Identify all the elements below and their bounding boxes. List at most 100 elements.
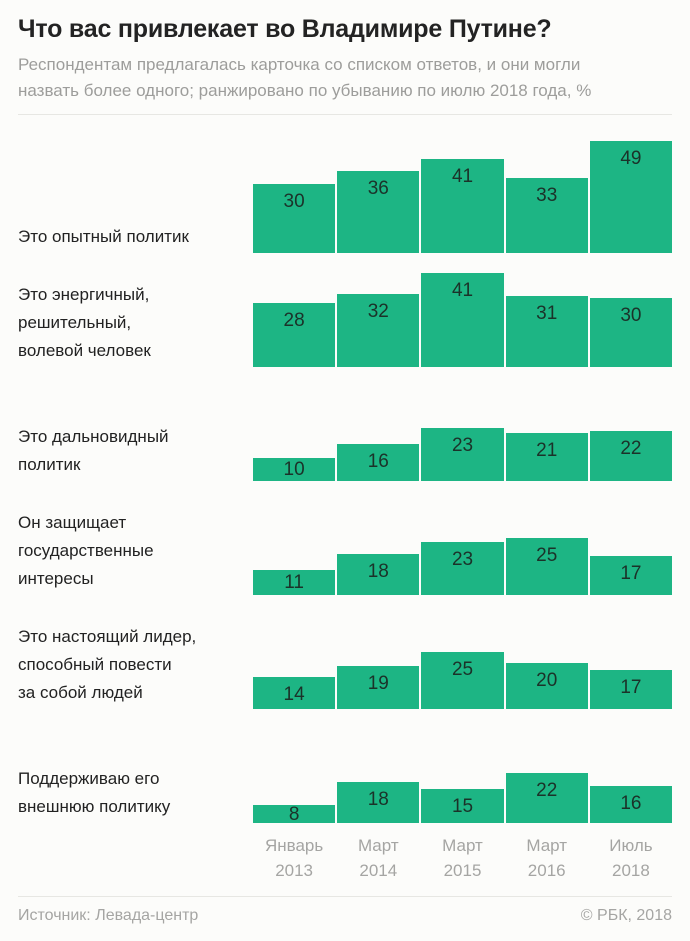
bars-group: 11 18 23 25 17 xyxy=(253,481,673,595)
chart-row: Поддерживаю его внешнюю политику 8 18 15 22 16 xyxy=(18,709,673,825)
row-label: Это настоящий лидер, способный повести за … xyxy=(18,623,253,709)
bar: 15 xyxy=(421,789,504,823)
row-label-line: Он защищает xyxy=(18,513,127,532)
bar: 22 xyxy=(505,773,588,823)
bar: 25 xyxy=(505,538,588,595)
x-axis-tick-line: Июль xyxy=(609,836,653,855)
row-label: Это дальновидный политик xyxy=(18,423,253,481)
page-subtitle-line-2: назвать более одного; ранжировано по убы… xyxy=(18,81,592,100)
bar: 23 xyxy=(421,428,504,481)
x-axis-tick-line: Январь xyxy=(264,836,324,855)
x-axis-tick-line: 2013 xyxy=(275,861,314,880)
bar-value-label: 10 xyxy=(283,459,305,480)
row-label: Это энергичный, решительный, волевой челов… xyxy=(18,281,253,367)
bar-value-label: 31 xyxy=(536,303,558,324)
page-title: Что вас привлекает во Владимире Путине? xyxy=(18,15,552,43)
bar: 30 xyxy=(589,298,673,367)
chart-row: Он защищает государственные интересы 11 18 23… xyxy=(18,481,673,595)
row-label-line: за собой людей xyxy=(18,683,143,702)
bar: 32 xyxy=(337,294,420,367)
x-axis-tick: Июль 2018 xyxy=(590,833,672,883)
x-axis-tick: Март 2015 xyxy=(421,833,503,883)
row-label-line: Поддерживаю его xyxy=(18,769,160,788)
bars-group: 8 18 15 22 16 xyxy=(253,709,673,825)
bar: 14 xyxy=(253,677,336,709)
row-label-line: интересы xyxy=(18,569,94,588)
chart-row: Это опытный политик 30 36 41 33 49 xyxy=(18,139,673,253)
x-axis-tick-line: 2014 xyxy=(359,861,398,880)
bar-value-label: 25 xyxy=(536,545,558,566)
bar-value-label: 17 xyxy=(620,677,642,698)
bar: 22 xyxy=(589,431,673,481)
bars-group: 28 32 41 31 30 xyxy=(253,253,673,367)
row-label-line: Это дальновидный xyxy=(18,427,169,446)
bar: 31 xyxy=(505,296,588,367)
x-axis-tick: Март 2016 xyxy=(506,833,588,883)
bars-group: 10 16 23 21 22 xyxy=(253,367,673,481)
top-divider xyxy=(18,114,672,115)
bar-value-label: 22 xyxy=(536,780,558,801)
bar: 11 xyxy=(253,570,336,595)
bar: 41 xyxy=(421,159,504,253)
bar-value-label: 41 xyxy=(451,166,474,187)
bar-value-label: 41 xyxy=(451,280,474,301)
bar: 21 xyxy=(505,433,588,481)
bar-value-label: 32 xyxy=(367,301,389,322)
bar: 10 xyxy=(253,458,336,481)
bars-group: 30 36 41 33 49 xyxy=(253,139,673,253)
row-label: Он защищает государственные интересы xyxy=(18,509,253,595)
bars-group: 14 19 25 20 17 xyxy=(253,595,673,709)
bar: 41 xyxy=(421,273,504,367)
bar: 18 xyxy=(337,782,420,823)
bar-value-label: 18 xyxy=(367,789,389,810)
bar: 17 xyxy=(589,670,673,709)
row-label-line: способный повести xyxy=(18,655,172,674)
bar-value-label: 36 xyxy=(367,178,389,199)
x-axis-tick-line: Март xyxy=(526,836,568,855)
bar-value-label: 49 xyxy=(620,148,642,169)
bar-value-label: 30 xyxy=(283,191,305,212)
bar-value-label: 16 xyxy=(367,451,389,472)
bar-value-label: 25 xyxy=(451,659,474,680)
bar-value-label: 30 xyxy=(620,305,642,326)
bar-value-label: 20 xyxy=(536,670,558,691)
bar: 23 xyxy=(421,542,504,595)
x-axis-tick-line: 2015 xyxy=(443,861,482,880)
x-axis: Январь 2013 Март 2014 Март 2015 Март 2016 Июль 20… xyxy=(253,833,672,883)
bar: 16 xyxy=(589,786,673,823)
row-label-line: Это настоящий лидер, xyxy=(18,627,197,646)
bar-value-label: 28 xyxy=(283,310,305,331)
row-label-line: государственные xyxy=(18,541,154,560)
bar-value-label: 15 xyxy=(451,796,474,817)
bar-value-label: 14 xyxy=(283,684,305,705)
bar: 19 xyxy=(337,666,420,709)
x-axis-tick-line: Март xyxy=(442,836,483,855)
page-subtitle: Респондентам предлагалась карточка со сп… xyxy=(18,52,672,104)
bar-value-label: 11 xyxy=(284,572,304,593)
footer: Источник: Левада-центр © РБК, 2018 xyxy=(18,906,672,925)
bar-value-label: 16 xyxy=(620,793,642,814)
page-subtitle-line-1: Респондентам предлагалась карточка со сп… xyxy=(18,55,581,74)
bar: 16 xyxy=(337,444,420,481)
bar-value-label: 8 xyxy=(288,803,300,825)
row-label-line: решительный, xyxy=(18,313,132,332)
bar-value-label: 17 xyxy=(620,563,642,584)
row-label: Поддерживаю его внешнюю политику xyxy=(18,765,253,823)
row-label-line: волевой человек xyxy=(18,341,151,360)
bar-value-label: 22 xyxy=(620,438,642,459)
bar-value-label: 19 xyxy=(367,673,389,694)
footer-divider xyxy=(18,896,672,897)
row-label-line: Это опытный политик xyxy=(18,227,189,246)
x-axis-tick-line: 2018 xyxy=(612,861,650,880)
bar: 17 xyxy=(589,556,673,595)
row-label-line: Это энергичный, xyxy=(18,285,150,304)
chart-row: Это дальновидный политик 10 16 23 21 22 xyxy=(18,367,673,481)
bar: 18 xyxy=(337,554,420,595)
bar-value-label: 21 xyxy=(536,440,558,461)
row-label-line: внешнюю политику xyxy=(18,797,171,816)
bar: 36 xyxy=(337,171,420,253)
row-label-line: политик xyxy=(18,455,81,474)
bar: 30 xyxy=(253,184,336,253)
x-axis-tick-line: 2016 xyxy=(527,861,566,880)
